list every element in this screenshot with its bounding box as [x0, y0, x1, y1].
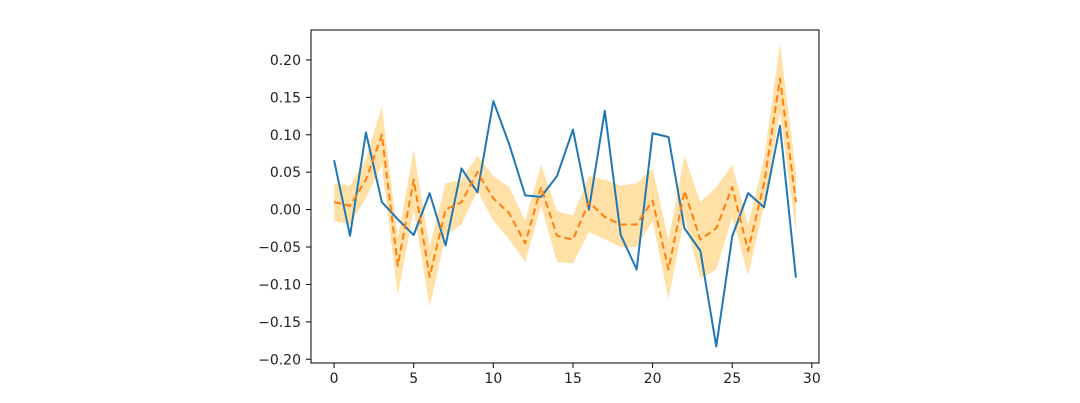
series-1-line [333, 77, 797, 278]
y-tick-label: 0.20 [270, 53, 301, 69]
plot-area-frame [310, 29, 820, 364]
x-axis: 0 5 10 15 20 25 30 [330, 363, 821, 387]
series-0-line [333, 100, 797, 348]
series-line-layer [333, 77, 797, 348]
y-tick-label: −0.05 [258, 240, 301, 256]
x-tick-label: 10 [484, 371, 502, 387]
series-1-confidence-band [334, 43, 796, 307]
confidence-band-layer [334, 43, 796, 307]
y-tick-label: 0.10 [270, 128, 301, 144]
x-tick-label: 20 [644, 371, 662, 387]
y-tick-label: −0.15 [258, 315, 301, 331]
y-tick-label: 0.00 [270, 203, 301, 219]
y-tick-label: 0.05 [270, 165, 301, 181]
y-axis: −0.20 −0.15 −0.10 −0.05 0.00 0.05 0.10 0.15 0.20 [258, 53, 311, 368]
y-tick-label: −0.10 [258, 277, 301, 293]
x-tick-label: 0 [330, 371, 339, 387]
x-tick-label: 15 [564, 371, 582, 387]
y-tick-label: 0.15 [270, 90, 301, 106]
x-tick-label: 30 [803, 371, 821, 387]
x-tick-label: 5 [409, 371, 418, 387]
x-tick-label: 25 [723, 371, 741, 387]
y-tick-label: −0.20 [258, 352, 301, 368]
